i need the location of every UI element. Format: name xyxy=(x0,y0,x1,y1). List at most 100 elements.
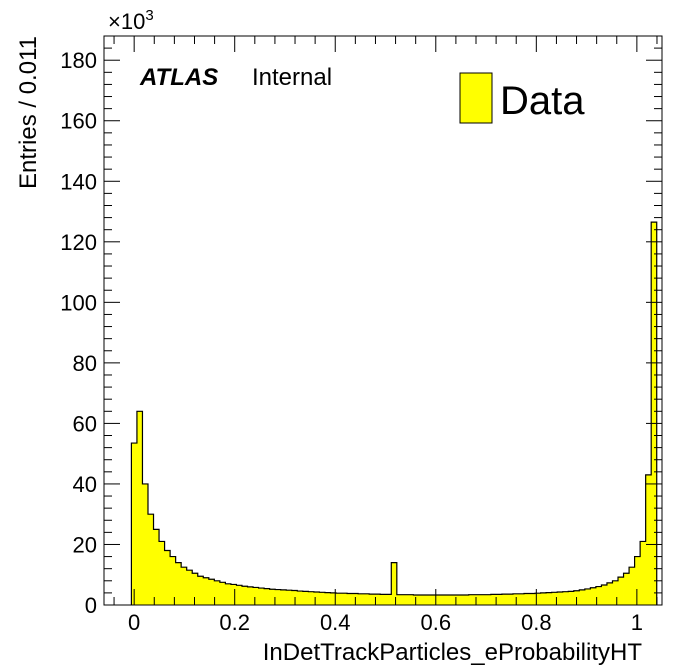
histogram-bin xyxy=(269,589,276,605)
histogram-bin xyxy=(651,222,658,605)
internal-label: Internal xyxy=(252,64,332,91)
histogram-bin xyxy=(606,582,613,605)
histogram-bin xyxy=(402,594,409,605)
y-multiplier: ×103 xyxy=(108,7,154,34)
histogram-bin xyxy=(131,443,138,605)
histogram-bin xyxy=(247,586,254,605)
histogram-bin xyxy=(197,576,204,605)
y-tick-label: 60 xyxy=(73,411,97,436)
histogram-bin xyxy=(612,580,619,605)
histogram-bin xyxy=(623,573,630,605)
histogram-bin xyxy=(391,562,398,605)
histogram-bin xyxy=(501,594,508,605)
histogram-bin xyxy=(452,595,459,605)
histogram-bin xyxy=(540,592,547,605)
histogram-bin xyxy=(192,573,199,605)
x-tick-label: 0.4 xyxy=(320,610,351,635)
histogram-bin xyxy=(618,577,624,605)
histogram-bin xyxy=(413,595,420,605)
histogram-bin xyxy=(490,594,497,605)
y-multiplier-exponent: 3 xyxy=(145,7,153,24)
histogram-bin xyxy=(557,591,564,605)
histogram-bin xyxy=(463,595,470,605)
x-axis-label: InDetTrackParticles_eProbabilityHT xyxy=(263,639,643,666)
x-tick-label: 0.8 xyxy=(521,610,552,635)
histogram-bin xyxy=(208,579,215,605)
histogram-bin xyxy=(319,592,326,605)
histogram-bin xyxy=(629,567,635,605)
y-tick-label: 40 xyxy=(73,472,97,497)
histogram-bin xyxy=(264,588,271,605)
histogram-bin xyxy=(590,587,597,605)
histogram-bin xyxy=(479,594,486,605)
x-tick-label: 0.6 xyxy=(420,610,451,635)
histogram-bin xyxy=(546,592,553,605)
histogram-outline xyxy=(130,221,658,605)
histogram-bin xyxy=(640,541,647,605)
x-tick-label: 0 xyxy=(128,610,140,635)
histogram-bin xyxy=(313,591,320,605)
histogram-bin xyxy=(363,593,370,605)
histogram-bin xyxy=(324,592,331,605)
tick-labels: 0 0.2 0.4 0.6 0.8 1 0 20 40 60 80 100 120 140 160 180 xyxy=(60,48,643,635)
histogram-bin xyxy=(181,567,188,605)
histogram-bin xyxy=(253,587,259,605)
histogram-bin xyxy=(280,589,287,605)
histogram-bin xyxy=(159,541,165,605)
histogram-bin xyxy=(258,588,265,605)
y-tick-label: 160 xyxy=(60,109,97,134)
x-tick-label: 1 xyxy=(631,610,643,635)
y-tick-label: 120 xyxy=(60,230,97,255)
y-tick-label: 140 xyxy=(60,169,97,194)
histogram-bin xyxy=(336,593,342,605)
histogram-bin xyxy=(551,592,558,605)
histogram-bin xyxy=(275,589,282,605)
histogram-bin xyxy=(407,594,414,605)
y-tick-label: 80 xyxy=(73,351,97,376)
histogram-bin xyxy=(219,582,226,605)
histogram-bin xyxy=(358,593,365,605)
histogram-bin xyxy=(164,550,171,605)
histogram-bin xyxy=(441,595,447,605)
histogram-bin xyxy=(369,594,376,605)
histogram-bin xyxy=(297,591,304,605)
histogram-bin xyxy=(385,594,392,605)
histogram-bin xyxy=(568,591,575,605)
histogram-bin xyxy=(286,590,293,605)
histogram-bin xyxy=(601,585,608,605)
histogram-bin xyxy=(518,593,525,605)
histogram-bin xyxy=(430,595,436,605)
histogram-bin xyxy=(485,594,492,605)
histogram-bars xyxy=(130,221,658,605)
histogram-bin xyxy=(175,562,182,605)
legend-label-data: Data xyxy=(500,79,585,123)
histogram-bin xyxy=(147,514,154,605)
histogram-bin xyxy=(446,595,453,605)
histogram-bin xyxy=(330,592,337,605)
histogram-bin xyxy=(236,585,243,605)
histogram-bin xyxy=(496,594,503,605)
histogram-bin xyxy=(468,594,475,605)
histogram-bin xyxy=(241,586,248,605)
histogram-bin xyxy=(302,591,309,605)
histogram-bin xyxy=(136,411,143,605)
histogram-bin xyxy=(341,593,348,605)
histogram-bin xyxy=(380,594,387,605)
histogram-bin xyxy=(230,584,237,605)
atlas-label: ATLAS xyxy=(139,64,218,91)
histogram-bin xyxy=(170,556,177,605)
histogram-bin xyxy=(347,593,353,605)
histogram-bin xyxy=(435,595,442,605)
histogram-bin xyxy=(535,593,541,605)
histogram-bin xyxy=(186,570,193,605)
histogram-bin xyxy=(374,594,381,605)
y-tick-label: 0 xyxy=(85,593,97,618)
axis-ticks xyxy=(104,35,662,606)
histogram-bin xyxy=(634,556,641,605)
x-tick-label: 0.2 xyxy=(219,610,250,635)
histogram-bin xyxy=(474,594,481,605)
histogram-bin xyxy=(214,580,221,605)
histogram-bin xyxy=(418,595,425,605)
histogram-bin xyxy=(153,529,160,605)
